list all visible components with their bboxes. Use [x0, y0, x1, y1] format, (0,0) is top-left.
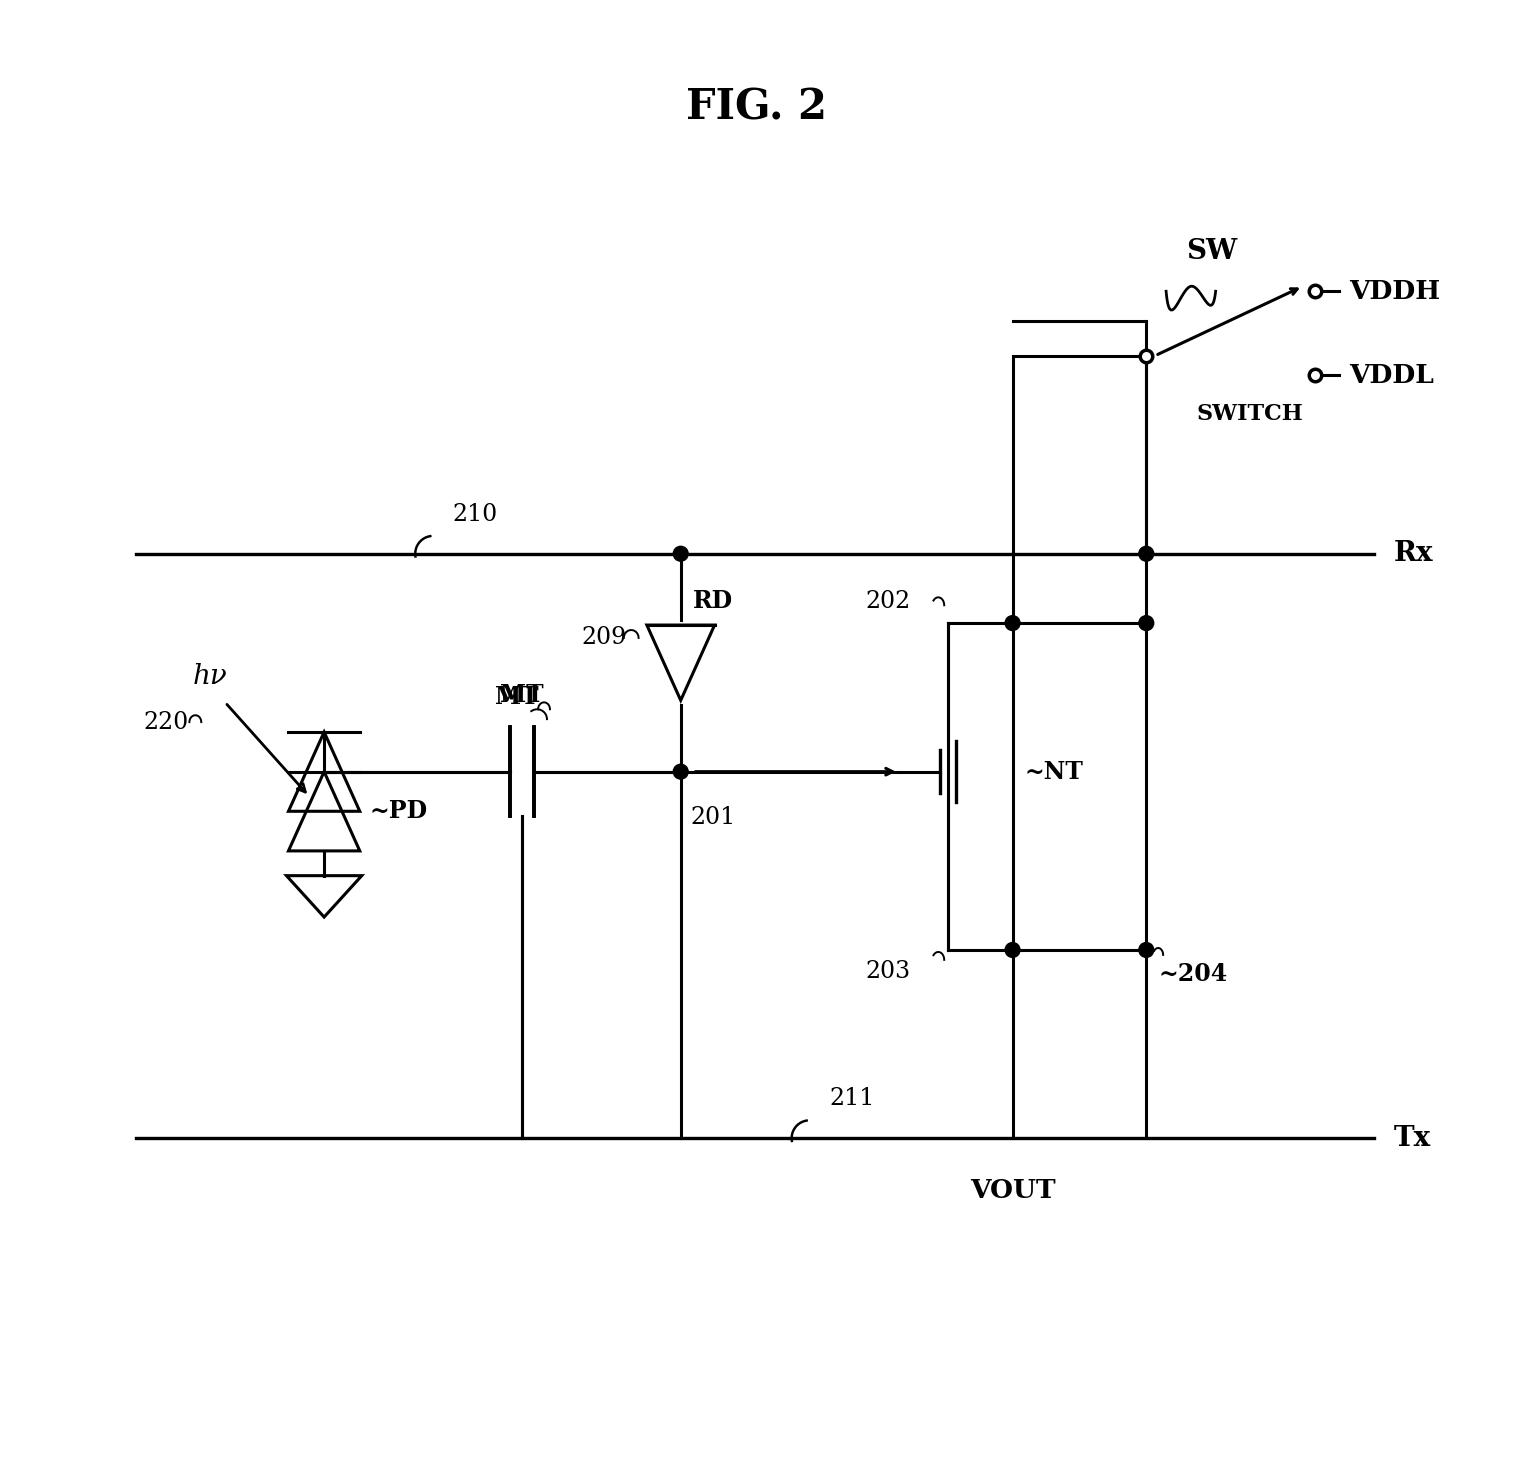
- Text: Tx: Tx: [1393, 1125, 1431, 1151]
- Text: ~PD: ~PD: [369, 799, 428, 823]
- Text: ~NT: ~NT: [1024, 760, 1083, 783]
- Circle shape: [1139, 615, 1154, 630]
- Text: VDDL: VDDL: [1350, 364, 1434, 389]
- Text: Rx: Rx: [1393, 540, 1433, 567]
- Text: 210: 210: [452, 503, 498, 526]
- Text: VDDH: VDDH: [1350, 278, 1440, 303]
- Text: SW: SW: [1186, 238, 1238, 265]
- Text: VOUT: VOUT: [970, 1178, 1056, 1203]
- Text: hν: hν: [192, 664, 227, 690]
- Text: 201: 201: [690, 807, 735, 829]
- Text: 220: 220: [144, 711, 188, 733]
- Text: RD: RD: [693, 589, 732, 614]
- Text: ~204: ~204: [1157, 961, 1227, 986]
- Circle shape: [673, 764, 688, 779]
- Circle shape: [1139, 546, 1154, 561]
- Text: MT: MT: [501, 683, 545, 707]
- Circle shape: [1005, 615, 1020, 630]
- Circle shape: [673, 546, 688, 561]
- Circle shape: [1005, 942, 1020, 957]
- Text: 202: 202: [865, 590, 911, 612]
- Text: 203: 203: [865, 960, 911, 983]
- Text: FIG. 2: FIG. 2: [685, 87, 826, 130]
- Text: 211: 211: [829, 1088, 875, 1110]
- Text: MT: MT: [495, 686, 539, 710]
- Text: 209: 209: [581, 627, 626, 649]
- Text: SWITCH: SWITCH: [1197, 403, 1303, 425]
- Circle shape: [1139, 942, 1154, 957]
